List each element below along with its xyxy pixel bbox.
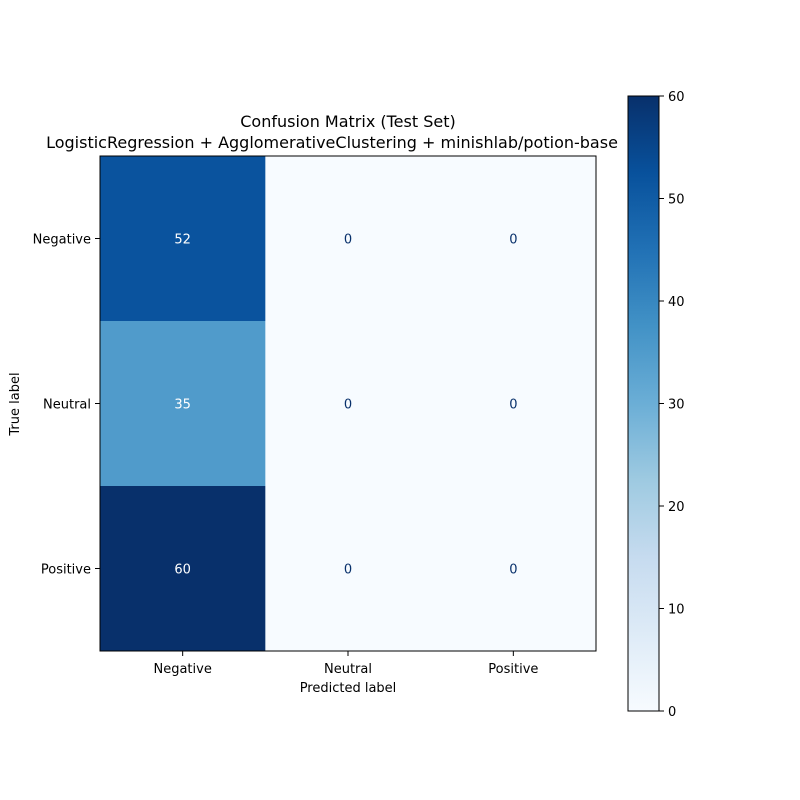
- y-axis-ticks: Negative Neutral Positive: [33, 233, 100, 578]
- colorbar-tick-label: 0: [668, 705, 676, 720]
- colorbar-ticks: 0 10 20 30 40 50 60: [659, 90, 685, 720]
- cell-value-label: 0: [509, 563, 517, 578]
- colorbar-tick-label: 50: [668, 193, 685, 208]
- cell-value-label: 52: [174, 233, 191, 248]
- x-tick-label: Negative: [153, 662, 211, 677]
- colorbar-tick-label: 40: [668, 295, 685, 310]
- colorbar-tick-label: 60: [668, 90, 685, 105]
- x-axis-ticks: Negative Neutral Positive: [153, 651, 538, 677]
- heatmap-cell: [265, 321, 432, 487]
- heatmap-cell: [430, 486, 597, 652]
- cell-value-label: 0: [344, 233, 352, 248]
- x-axis-label: Predicted label: [300, 681, 397, 696]
- heatmap-cell: [100, 486, 266, 652]
- x-tick-label: Positive: [488, 662, 538, 677]
- cell-value-label: 35: [174, 398, 191, 413]
- heatmap-cell: [265, 156, 432, 322]
- cell-value-label: 0: [344, 563, 352, 578]
- colorbar-tick-label: 10: [668, 603, 685, 618]
- heatmap-cell: [265, 486, 432, 652]
- colorbar-tick-label: 30: [668, 398, 685, 413]
- cell-value-label: 0: [509, 233, 517, 248]
- colorbar: [627, 95, 660, 712]
- heatmap-cells: [100, 156, 597, 652]
- heatmap-cell: [430, 156, 597, 322]
- y-axis-label: True label: [8, 372, 23, 436]
- cell-value-label: 0: [344, 398, 352, 413]
- chart-title: Confusion Matrix (Test Set): [240, 112, 455, 131]
- y-tick-label: Negative: [33, 233, 91, 248]
- heatmap-cell: [100, 156, 266, 322]
- heatmap-cell: [430, 321, 597, 487]
- y-tick-label: Neutral: [43, 398, 91, 413]
- colorbar-tick-label: 20: [668, 500, 685, 515]
- cell-value-label: 0: [509, 398, 517, 413]
- cell-value-label: 60: [174, 563, 191, 578]
- heatmap-cell: [100, 321, 266, 487]
- cell-value-labels: 52 0 0 35 0 0 60 0 0: [174, 233, 517, 578]
- x-tick-label: Neutral: [324, 662, 372, 677]
- y-tick-label: Positive: [41, 563, 91, 578]
- chart-subtitle: LogisticRegression + AgglomerativeCluste…: [46, 133, 618, 152]
